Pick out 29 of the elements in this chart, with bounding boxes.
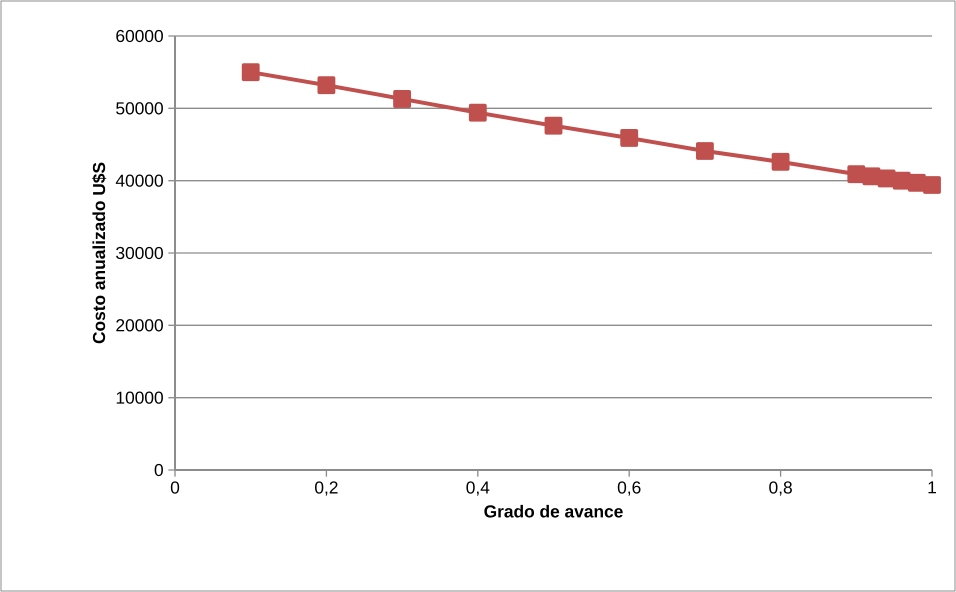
point: [393, 90, 412, 108]
x-tick-label: 0,6: [618, 481, 640, 496]
y-tick-label: 50000: [116, 102, 163, 114]
y-tick-label: 60000: [116, 30, 163, 42]
y-tick-label: 30000: [116, 246, 163, 260]
point: [892, 172, 911, 190]
point: [862, 167, 880, 186]
point: [317, 76, 336, 94]
point: [847, 165, 866, 184]
y-tick-label: 40000: [116, 174, 163, 187]
y-axis-title: Costo anualizado U$S: [92, 162, 106, 344]
x-tick-label: 1: [928, 481, 936, 494]
point: [923, 176, 941, 194]
point: [696, 142, 714, 160]
point: [544, 116, 562, 135]
point: [620, 129, 638, 147]
point: [878, 170, 896, 188]
x-axis-title: Grado de avance: [484, 504, 623, 518]
y-tick-label: 20000: [116, 319, 163, 332]
x-tick-label: 0,8: [769, 481, 792, 496]
y-tick-label: 10000: [116, 392, 163, 404]
y-tick-label: 0: [154, 464, 163, 476]
point: [242, 63, 260, 82]
point: [908, 174, 926, 192]
point: [468, 104, 487, 122]
point: [772, 152, 790, 171]
x-tick-label: 0: [170, 481, 180, 494]
x-tick-label: 0,2: [315, 481, 338, 496]
x-tick-label: 0,4: [466, 481, 490, 496]
